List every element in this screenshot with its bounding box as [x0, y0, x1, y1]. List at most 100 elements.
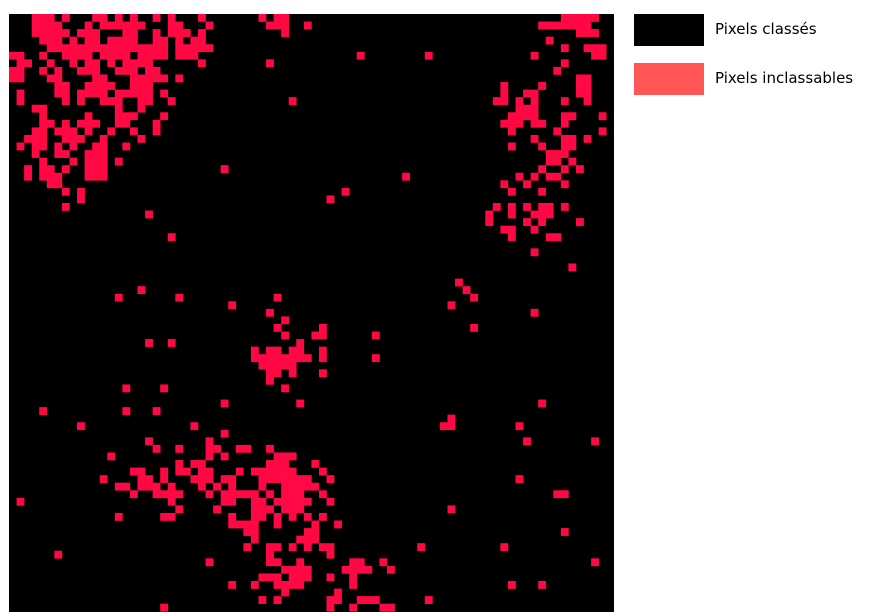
unclassified-pixel — [122, 44, 131, 53]
unclassified-pixel — [311, 460, 320, 468]
unclassified-pixel — [114, 482, 123, 491]
unclassified-pixel — [205, 490, 214, 499]
unclassified-pixel — [175, 460, 184, 468]
unclassified-pixel — [152, 407, 161, 415]
unclassified-pixel — [485, 218, 494, 226]
unclassified-pixel — [99, 44, 108, 53]
unclassified-pixel — [250, 505, 259, 514]
unclassified-pixel — [591, 437, 599, 446]
unclassified-pixel — [341, 565, 350, 574]
unclassified-pixel — [296, 482, 305, 491]
unclassified-pixel — [92, 36, 101, 45]
unclassified-pixel — [205, 452, 214, 461]
unclassified-pixel — [538, 21, 547, 30]
unclassified-pixel — [530, 119, 539, 128]
unclassified-pixel — [281, 354, 290, 363]
unclassified-pixel — [288, 543, 297, 552]
unclassified-pixel — [334, 588, 342, 597]
unclassified-pixel — [266, 308, 274, 317]
unclassified-pixel — [288, 467, 297, 476]
unclassified-pixel — [553, 66, 562, 75]
unclassified-pixel — [24, 172, 32, 181]
unclassified-pixel — [530, 248, 539, 257]
unclassified-pixel — [250, 467, 259, 476]
unclassified-pixel — [560, 59, 569, 68]
unclassified-pixel — [281, 29, 290, 37]
unclassified-pixel — [553, 157, 562, 166]
unclassified-pixel — [61, 119, 70, 128]
unclassified-pixel — [273, 14, 282, 22]
unclassified-pixel — [145, 210, 153, 219]
unclassified-pixel — [129, 59, 138, 68]
unclassified-pixel — [523, 437, 531, 446]
unclassified-pixel — [129, 74, 138, 83]
unclassified-pixel — [84, 82, 93, 90]
unclassified-pixel — [530, 51, 539, 60]
unclassified-pixel — [568, 112, 577, 121]
unclassified-pixel — [92, 14, 101, 22]
unclassified-pixel — [485, 210, 494, 219]
unclassified-pixel — [296, 558, 305, 567]
unclassified-pixel — [92, 157, 101, 166]
unclassified-pixel — [235, 520, 244, 529]
unclassified-pixel — [235, 467, 244, 476]
unclassified-pixel — [281, 565, 290, 574]
unclassified-pixel — [160, 490, 169, 499]
unclassified-pixel — [84, 21, 93, 30]
unclassified-pixel — [213, 444, 221, 453]
unclassified-pixel — [137, 74, 146, 83]
unclassified-pixel — [568, 21, 577, 30]
unclassified-pixel — [31, 14, 40, 22]
unclassified-pixel — [530, 210, 539, 219]
unclassified-pixel — [99, 165, 108, 174]
unclassified-pixel — [129, 14, 138, 22]
unclassified-pixel — [228, 497, 237, 506]
unclassified-pixel — [288, 565, 297, 574]
unclassified-pixel — [61, 127, 70, 136]
unclassified-pixel — [175, 467, 184, 476]
unclassified-pixel — [560, 203, 569, 211]
unclassified-pixel — [114, 44, 123, 53]
unclassified-pixel — [31, 29, 40, 37]
legend-label-unclassified: Pixels inclassables — [715, 69, 854, 87]
unclassified-pixel — [266, 558, 274, 567]
unclassified-pixel — [92, 142, 101, 151]
unclassified-pixel — [198, 29, 206, 37]
unclassified-pixel — [424, 51, 433, 60]
unclassified-pixel — [84, 51, 93, 60]
unclassified-pixel — [281, 581, 290, 589]
unclassified-pixel — [99, 150, 108, 158]
unclassified-pixel — [107, 36, 116, 45]
unclassified-pixel — [190, 44, 199, 53]
unclassified-pixel — [273, 354, 282, 363]
unclassified-pixel — [560, 14, 569, 22]
unclassified-pixel — [500, 89, 509, 98]
unclassified-pixel — [266, 369, 274, 378]
unclassified-pixel — [137, 482, 146, 491]
unclassified-pixel — [356, 51, 365, 60]
unclassified-pixel — [92, 150, 101, 158]
unclassified-pixel — [379, 603, 388, 612]
unclassified-pixel — [258, 497, 267, 506]
unclassified-pixel — [288, 505, 297, 514]
unclassified-pixel — [281, 588, 290, 597]
unclassified-pixel — [69, 51, 78, 60]
unclassified-pixel — [137, 89, 146, 98]
unclassified-pixel — [296, 346, 305, 355]
unclassified-pixel — [220, 490, 229, 499]
unclassified-pixel — [107, 21, 116, 30]
unclassified-pixel — [167, 29, 176, 37]
unclassified-pixel — [61, 82, 70, 90]
unclassified-pixel — [198, 59, 206, 68]
unclassified-pixel — [92, 66, 101, 75]
unclassified-pixel — [46, 74, 55, 83]
unclassified-pixel — [523, 218, 531, 226]
unclassified-pixel — [250, 497, 259, 506]
unclassified-pixel — [145, 482, 153, 491]
legend-swatch-classified — [634, 14, 704, 46]
unclassified-pixel — [273, 361, 282, 370]
unclassified-pixel — [507, 581, 516, 589]
unclassified-pixel — [122, 119, 131, 128]
unclassified-pixel — [288, 573, 297, 582]
unclassified-pixel — [273, 475, 282, 484]
